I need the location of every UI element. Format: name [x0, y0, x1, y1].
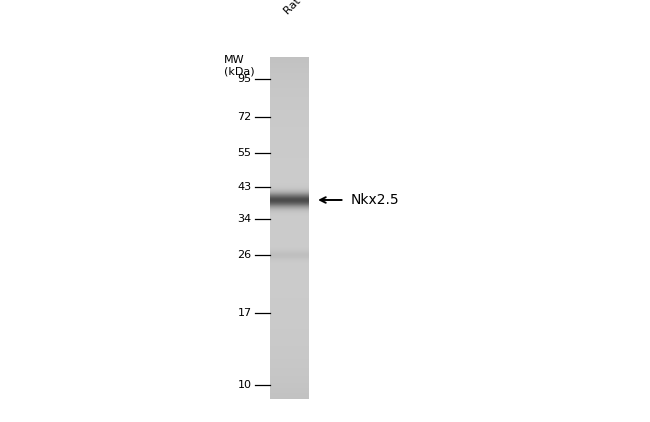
Text: Rat heart: Rat heart	[283, 0, 327, 17]
Text: 10: 10	[237, 379, 252, 390]
Text: 95: 95	[237, 74, 252, 84]
Text: 17: 17	[237, 308, 252, 318]
Text: 72: 72	[237, 112, 252, 122]
Text: 34: 34	[237, 214, 252, 224]
Text: 43: 43	[237, 182, 252, 192]
Text: 26: 26	[237, 250, 252, 260]
Text: MW
(kDa): MW (kDa)	[224, 55, 255, 76]
Text: Nkx2.5: Nkx2.5	[351, 193, 400, 207]
Text: 55: 55	[237, 149, 252, 158]
